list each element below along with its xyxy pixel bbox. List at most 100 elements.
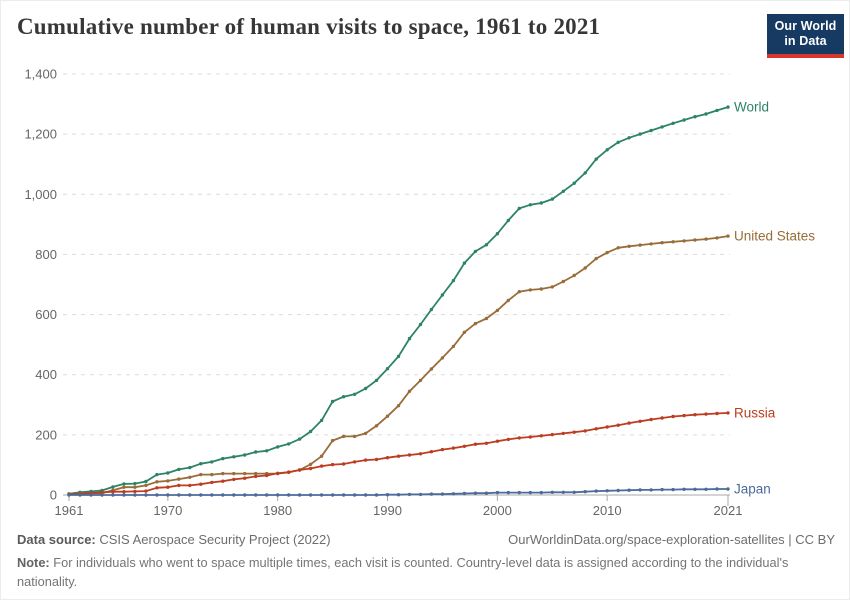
series-label-united-states: United States <box>734 229 815 244</box>
data-point-united-states <box>517 290 521 294</box>
data-point-world <box>122 482 126 486</box>
data-point-russia <box>572 430 576 434</box>
data-point-world <box>330 399 335 404</box>
x-tick-label: 1980 <box>263 503 292 518</box>
data-point-japan <box>111 493 115 497</box>
data-point-russia <box>517 436 521 440</box>
data-point-united-states <box>210 472 214 477</box>
data-point-united-states <box>682 239 686 243</box>
data-point-united-states <box>583 266 587 270</box>
data-point-united-states <box>627 244 631 248</box>
data-point-united-states <box>155 480 159 484</box>
data-point-world <box>418 322 423 327</box>
data-point-japan <box>715 487 719 491</box>
data-point-japan <box>616 488 620 493</box>
data-point-russia <box>715 411 719 416</box>
data-point-russia <box>473 442 478 446</box>
data-source-text: CSIS Aerospace Security Project (2022) <box>95 532 331 547</box>
owid-url-license: OurWorldinData.org/space-exploration-sat… <box>508 532 835 547</box>
data-point-japan <box>429 492 434 496</box>
data-point-russia <box>265 473 269 478</box>
footer-note: Note: For individuals who went to space … <box>17 554 819 591</box>
data-point-united-states <box>429 367 434 371</box>
data-point-russia <box>605 425 609 429</box>
data-point-japan <box>627 488 631 492</box>
data-point-japan <box>418 492 423 497</box>
data-point-world <box>616 140 620 144</box>
data-point-world <box>682 118 686 122</box>
data-point-japan <box>396 493 401 497</box>
data-point-united-states <box>572 273 576 278</box>
data-point-world <box>572 181 576 185</box>
data-point-japan <box>594 489 598 493</box>
data-point-world <box>374 378 379 383</box>
data-point-russia <box>616 423 620 427</box>
data-point-japan <box>671 487 675 492</box>
data-point-united-states <box>528 288 532 292</box>
data-point-united-states <box>363 431 368 436</box>
data-point-united-states <box>396 404 401 408</box>
x-tick-label: 1990 <box>373 503 402 518</box>
data-point-russia <box>287 470 291 474</box>
data-point-united-states <box>133 485 137 489</box>
data-point-russia <box>506 437 510 442</box>
data-point-united-states <box>385 414 390 418</box>
data-point-world <box>308 429 313 434</box>
data-point-japan <box>330 493 335 497</box>
series-line-world <box>68 106 729 495</box>
data-point-russia <box>308 466 313 471</box>
data-point-world <box>484 243 489 247</box>
data-point-russia <box>451 446 456 450</box>
data-point-japan <box>133 493 137 497</box>
data-point-united-states <box>352 434 357 439</box>
data-point-japan <box>638 488 642 492</box>
x-tick-label: 1970 <box>153 503 182 518</box>
data-point-world <box>341 395 346 399</box>
y-tick-label: 0 <box>50 488 57 503</box>
data-point-united-states <box>177 477 181 481</box>
data-point-united-states <box>254 471 258 476</box>
data-point-world <box>506 218 510 223</box>
data-point-united-states <box>704 237 708 241</box>
data-point-world <box>232 455 236 459</box>
data-point-russia <box>210 480 214 485</box>
data-point-japan <box>682 487 686 491</box>
data-point-world <box>495 232 500 236</box>
data-point-world <box>221 456 225 461</box>
data-source: Data source: CSIS Aerospace Security Pro… <box>17 532 331 547</box>
data-point-world <box>133 481 137 486</box>
data-point-russia <box>122 490 126 494</box>
x-tick-label: 2010 <box>593 503 622 518</box>
data-point-japan <box>254 493 258 497</box>
data-point-united-states <box>671 240 675 244</box>
data-point-united-states <box>232 471 236 476</box>
data-point-world <box>649 128 653 133</box>
data-point-united-states <box>144 483 148 488</box>
data-point-world <box>605 148 609 152</box>
data-point-united-states <box>374 424 379 428</box>
data-point-japan <box>528 490 532 495</box>
data-point-united-states <box>319 454 324 458</box>
data-point-world <box>265 449 269 453</box>
data-point-japan <box>276 493 280 497</box>
data-point-world <box>407 336 412 341</box>
data-point-united-states <box>341 434 346 439</box>
data-point-united-states <box>484 316 489 321</box>
data-point-russia <box>594 427 598 431</box>
data-point-world <box>276 445 280 449</box>
data-point-world <box>210 460 214 464</box>
data-point-japan <box>155 493 159 497</box>
data-point-world <box>693 115 697 119</box>
data-point-united-states <box>243 471 247 476</box>
data-point-united-states <box>166 479 170 483</box>
x-tick-label: 2021 <box>714 503 743 518</box>
data-point-japan <box>506 490 510 495</box>
data-point-russia <box>341 462 346 466</box>
data-point-japan <box>287 493 291 497</box>
owid-logo[interactable]: Our World in Data <box>767 14 844 58</box>
data-point-russia <box>561 431 565 436</box>
data-point-united-states <box>221 471 225 476</box>
data-point-japan <box>243 493 247 497</box>
data-point-japan <box>374 493 379 497</box>
data-point-united-states <box>726 234 730 238</box>
